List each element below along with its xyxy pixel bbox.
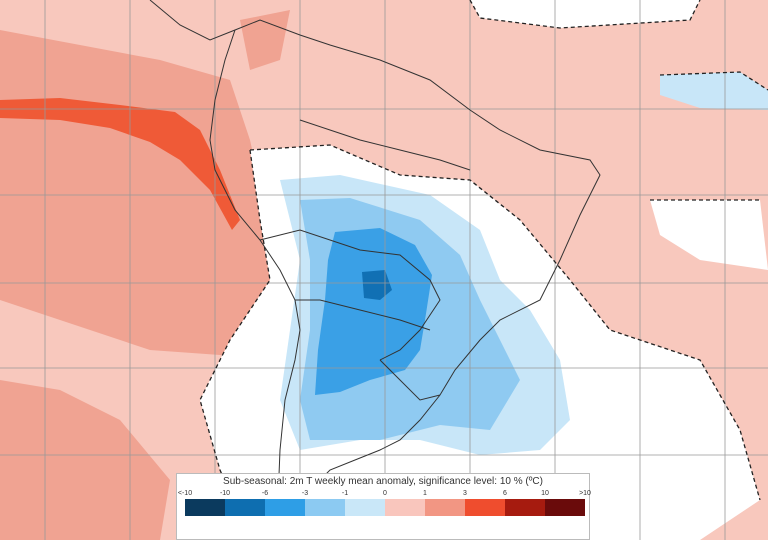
legend-tick: -10 — [219, 490, 231, 497]
very-cold-anomaly — [362, 270, 392, 300]
color-legend: Sub-seasonal: 2m T weekly mean anomaly, … — [176, 473, 591, 540]
coastline — [149, 0, 601, 540]
legend-swatch-9 — [545, 499, 585, 516]
warm-anomaly-southwest — [0, 380, 170, 540]
legend-swatch-1 — [225, 499, 265, 516]
strong-cold-anomaly — [315, 228, 432, 395]
legend-tick: -6 — [261, 490, 269, 497]
mild-cold-anomaly-east — [660, 72, 768, 110]
warm-anomaly-north — [240, 10, 290, 70]
legend-swatch-5 — [385, 499, 425, 516]
neutral-region-top — [470, 0, 700, 28]
strong-warm-band-pacific — [0, 98, 240, 230]
legend-tick: 10 — [541, 490, 549, 497]
neutral-region-atlantic — [650, 200, 768, 270]
legend-swatch-7 — [465, 499, 505, 516]
legend-swatch-6 — [425, 499, 465, 516]
legend-tick: 0 — [383, 490, 387, 497]
legend-tick: >10 — [579, 490, 591, 497]
legend-tick: <-10 — [177, 490, 193, 497]
legend-swatch-4 — [345, 499, 385, 516]
legend-swatch-2 — [265, 499, 305, 516]
legend-tick: -1 — [341, 490, 349, 497]
significance-contours — [199, 0, 768, 540]
legend-swatch-3 — [305, 499, 345, 516]
legend-tick: 1 — [423, 490, 427, 497]
legend-swatch-8 — [505, 499, 545, 516]
legend-tick: 6 — [503, 490, 507, 497]
legend-tick: 3 — [463, 490, 467, 497]
legend-colorbar — [185, 499, 585, 516]
legend-tick: -3 — [301, 490, 309, 497]
legend-title: Sub-seasonal: 2m T weekly mean anomaly, … — [223, 476, 543, 487]
legend-swatch-0 — [185, 499, 225, 516]
